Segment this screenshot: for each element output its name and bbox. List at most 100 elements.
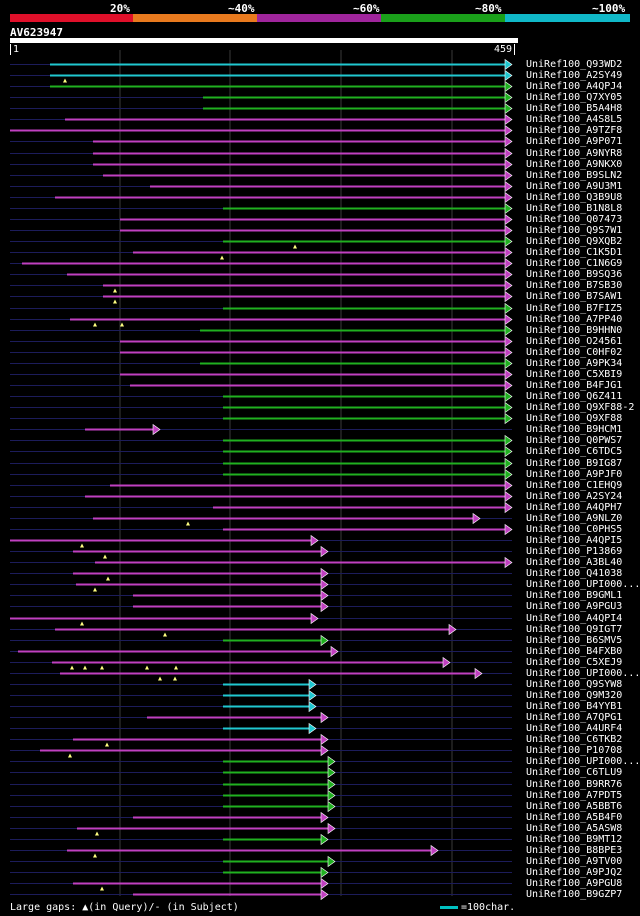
hit-label[interactable]: UniRef100_Q41038 xyxy=(526,567,623,579)
hit-label[interactable]: UniRef100_Q9SYW8 xyxy=(526,678,623,690)
hit-label[interactable]: UniRef100_A9PK34 xyxy=(526,357,623,369)
hit-label[interactable]: UniRef100_UPI000... xyxy=(526,667,640,679)
hit-label[interactable]: UniRef100_Q93WD2 xyxy=(526,58,623,70)
hit-label[interactable]: UniRef100_A9TV00 xyxy=(526,855,623,867)
hit-label[interactable]: UniRef100_C6TLU9 xyxy=(526,766,623,778)
hit-label[interactable]: UniRef100_P13869 xyxy=(526,545,623,557)
hit-label[interactable]: UniRef100_A9PGU8 xyxy=(526,877,623,889)
hit-label[interactable]: UniRef100_B9MT12 xyxy=(526,833,623,845)
hit-label[interactable]: UniRef100_A4QPH7 xyxy=(526,501,623,513)
hit-label[interactable]: UniRef100_Q0PWS7 xyxy=(526,434,623,446)
hit-label[interactable]: UniRef100_B7SB30 xyxy=(526,279,623,291)
hit-arrow xyxy=(504,246,513,259)
hit-label[interactable]: UniRef100_A7PDT5 xyxy=(526,789,623,801)
hit-label[interactable]: UniRef100_A4S8L5 xyxy=(526,113,623,125)
hit-label[interactable]: UniRef100_B4YYB1 xyxy=(526,700,623,712)
hit-label[interactable]: UniRef100_B5A4H8 xyxy=(526,102,623,114)
hit-label[interactable]: UniRef100_C5XEJ9 xyxy=(526,656,623,668)
hit-label[interactable]: UniRef100_A5B4F0 xyxy=(526,811,623,823)
hit-label[interactable]: UniRef100_B4FJG1 xyxy=(526,379,623,391)
hit-label[interactable]: UniRef100_Q9M320 xyxy=(526,689,623,701)
hit-arrow xyxy=(308,700,317,713)
legend-label-100: ~100% xyxy=(592,2,626,15)
hit-label[interactable]: UniRef100_Q3B9U8 xyxy=(526,191,623,203)
hit-label[interactable]: UniRef100_A9TZF8 xyxy=(526,124,623,136)
hit-label[interactable]: UniRef100_C6TKB2 xyxy=(526,733,623,745)
hit-arrow xyxy=(327,800,336,813)
hit-label[interactable]: UniRef100_A9PGU3 xyxy=(526,600,623,612)
hit-label[interactable]: UniRef100_A9NYR8 xyxy=(526,147,623,159)
hit-arrow xyxy=(152,423,161,436)
hit-arrow xyxy=(504,457,513,470)
hit-label[interactable]: UniRef100_C0HF02 xyxy=(526,346,623,358)
query-gap-marker xyxy=(120,322,124,327)
hit-label[interactable]: UniRef100_C0PHS5 xyxy=(526,523,623,535)
query-gap-marker xyxy=(173,676,177,681)
hit-label[interactable]: UniRef100_UPI000... xyxy=(526,578,640,590)
hit-label[interactable]: UniRef100_A9P071 xyxy=(526,135,623,147)
hit-label[interactable]: UniRef100_A2SY49 xyxy=(526,69,623,81)
hit-label[interactable]: UniRef100_A3BL40 xyxy=(526,556,623,568)
hit-label[interactable]: UniRef100_B9HCM1 xyxy=(526,423,623,435)
hit-label[interactable]: UniRef100_A9PJQ2 xyxy=(526,866,623,878)
hit-label[interactable]: UniRef100_A4QPI5 xyxy=(526,534,623,546)
hit-arrow xyxy=(320,634,329,647)
hit-label[interactable]: UniRef100_Q9S7W1 xyxy=(526,224,623,236)
hit-arrow xyxy=(504,169,513,182)
hit-label[interactable]: UniRef100_P10708 xyxy=(526,744,623,756)
hit-arrow xyxy=(504,91,513,104)
hit-label[interactable]: UniRef100_B9IG87 xyxy=(526,457,623,469)
hit-label[interactable]: UniRef100_A4URF4 xyxy=(526,722,623,734)
hit-label[interactable]: UniRef100_A9NLZ0 xyxy=(526,512,623,524)
hit-arrow xyxy=(320,833,329,846)
hit-label[interactable]: UniRef100_Q9IGT7 xyxy=(526,623,623,635)
hit-label[interactable]: UniRef100_Q9XF88-2 xyxy=(526,401,635,413)
hit-arrow xyxy=(504,479,513,492)
hit-label[interactable]: UniRef100_Q9XF88 xyxy=(526,412,623,424)
hit-label[interactable]: UniRef100_A4QPI4 xyxy=(526,612,623,624)
hit-label[interactable]: UniRef100_A5ASW8 xyxy=(526,822,623,834)
hit-label[interactable]: UniRef100_A5BBT6 xyxy=(526,800,623,812)
hit-label[interactable]: UniRef100_C1N6G9 xyxy=(526,257,623,269)
hit-label[interactable]: UniRef100_A7PP40 xyxy=(526,313,623,325)
hit-label[interactable]: UniRef100_B8BPE3 xyxy=(526,844,623,856)
hit-arrow xyxy=(320,877,329,890)
hit-label[interactable]: UniRef100_B9SLN2 xyxy=(526,169,623,181)
hit-arrow xyxy=(430,844,439,857)
hit-label[interactable]: UniRef100_C6TDC5 xyxy=(526,445,623,457)
hit-label[interactable]: UniRef100_B1N8L8 xyxy=(526,202,623,214)
legend-band-20 xyxy=(10,14,133,22)
hit-label[interactable]: UniRef100_Q6Z411 xyxy=(526,390,623,402)
hit-label[interactable]: UniRef100_B6SMV5 xyxy=(526,634,623,646)
hit-label[interactable]: UniRef100_A7QPG1 xyxy=(526,711,623,723)
hit-label[interactable]: UniRef100_A9NKX0 xyxy=(526,158,623,170)
hit-label[interactable]: UniRef100_A9U3M1 xyxy=(526,180,623,192)
hit-label[interactable]: UniRef100_A2SY24 xyxy=(526,490,623,502)
hit-label[interactable]: UniRef100_B9HHN0 xyxy=(526,324,623,336)
hit-label[interactable]: UniRef100_C1EHQ9 xyxy=(526,479,623,491)
hit-label[interactable]: UniRef100_B4FXB0 xyxy=(526,645,623,657)
query-gap-marker xyxy=(100,665,104,670)
hit-label[interactable]: UniRef100_UPI000... xyxy=(526,755,640,767)
hit-arrow xyxy=(320,578,329,591)
hit-label[interactable]: UniRef100_Q7XY05 xyxy=(526,91,623,103)
hit-label[interactable]: UniRef100_Q07473 xyxy=(526,213,623,225)
hit-label[interactable]: UniRef100_O24561 xyxy=(526,335,623,347)
query-bar xyxy=(10,38,518,43)
hit-label[interactable]: UniRef100_C1K5D1 xyxy=(526,246,623,258)
hit-label[interactable]: UniRef100_B7SAW1 xyxy=(526,290,623,302)
hit-label[interactable]: UniRef100_B9SQ36 xyxy=(526,268,623,280)
hit-label[interactable]: UniRef100_B9GML1 xyxy=(526,589,623,601)
hit-label[interactable]: UniRef100_Q9XQB2 xyxy=(526,235,623,247)
hit-label[interactable]: UniRef100_B9GZP7 xyxy=(526,888,623,900)
hit-arrow xyxy=(504,556,513,569)
hit-arrow xyxy=(504,290,513,303)
hit-label[interactable]: UniRef100_B9RR76 xyxy=(526,778,623,790)
hit-label[interactable]: UniRef100_A9PJF0 xyxy=(526,468,623,480)
hit-arrow xyxy=(327,855,336,868)
hit-arrow xyxy=(448,623,457,636)
hit-label[interactable]: UniRef100_C5XBI9 xyxy=(526,368,623,380)
hit-label[interactable]: UniRef100_A4QPJ4 xyxy=(526,80,623,92)
hit-label[interactable]: UniRef100_B7FIZ5 xyxy=(526,302,623,314)
